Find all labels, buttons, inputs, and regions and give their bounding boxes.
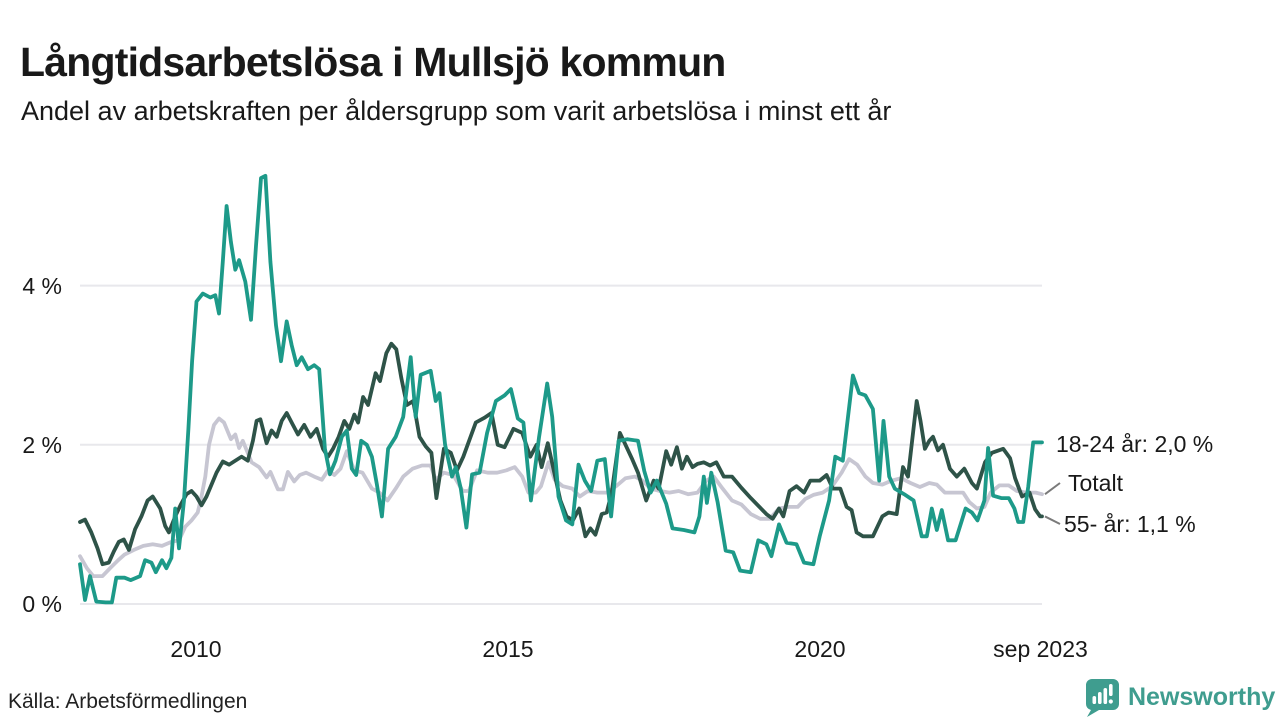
label-leader-line (1044, 482, 1061, 495)
x-axis-label-2020: 2020 (794, 636, 846, 662)
series-line-Totalt (78, 416, 1044, 578)
label-leader-line (1044, 515, 1061, 525)
newsworthy-logo-icon (1085, 679, 1119, 717)
series-end-label-55: 55- år: 1,1 % (1064, 511, 1196, 537)
newsworthy-wordmark: Newsworthy (1128, 682, 1276, 711)
y-axis-label-0: 0 % (22, 591, 62, 617)
x-axis-label-sep-2023: sep 2023 (993, 636, 1088, 662)
series-line-55-r (78, 341, 1044, 567)
x-axis-label-2010: 2010 (170, 636, 222, 662)
brand-lockup: Newsworthy (1083, 677, 1275, 717)
chart-title: Långtidsarbetslösa i Mullsjö kommun (20, 39, 726, 86)
series-line-18-24-r (78, 173, 1044, 605)
series-end-label-totalt: Totalt (1068, 470, 1123, 496)
series-end-label-18-24: 18-24 år: 2,0 % (1056, 431, 1214, 457)
y-axis-label-2: 2 % (22, 432, 62, 458)
x-axis-label-2015: 2015 (482, 636, 534, 662)
y-axis-label-4: 4 % (22, 273, 62, 299)
source-note: Källa: Arbetsförmedlingen (8, 690, 248, 713)
chart-subtitle: Andel av arbetskraften per åldersgrupp s… (21, 96, 892, 126)
